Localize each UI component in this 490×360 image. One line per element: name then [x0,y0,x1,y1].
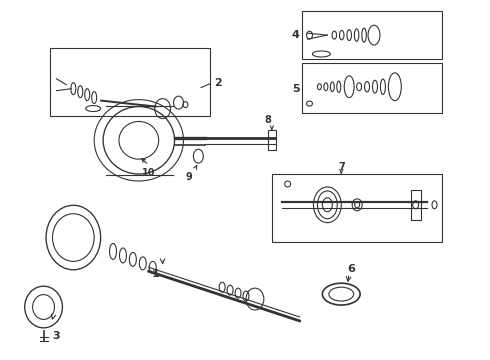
Bar [411,190,420,220]
Text: 10: 10 [142,168,155,178]
Bar [301,11,442,59]
Text: 6: 6 [347,264,355,274]
Text: 9: 9 [185,172,192,182]
Text: 8: 8 [265,116,271,125]
Bar [49,48,210,116]
Text: 7: 7 [338,162,344,172]
Bar [301,63,442,113]
Bar [268,130,276,150]
Text: 5: 5 [292,84,299,94]
Text: 2: 2 [214,78,222,88]
Text: 4: 4 [292,30,299,40]
Text: 3: 3 [52,331,60,341]
Bar [272,174,442,242]
Text: 1: 1 [152,269,160,279]
